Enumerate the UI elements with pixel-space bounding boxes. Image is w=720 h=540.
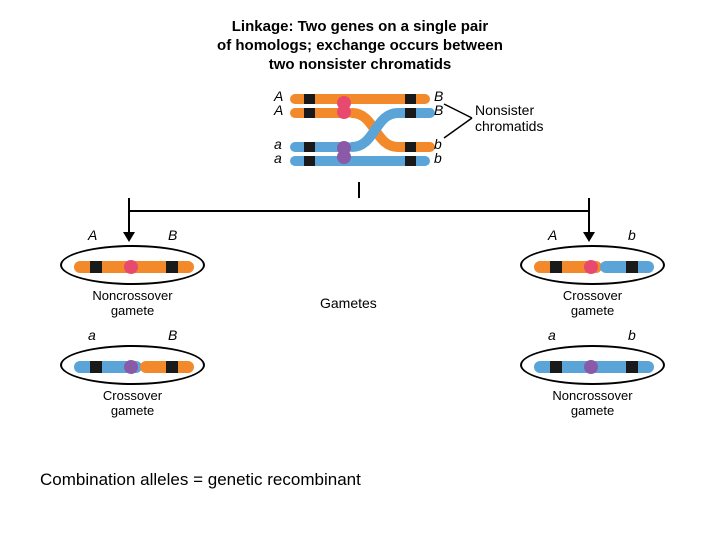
gametes-label: Gametes: [320, 295, 377, 311]
diagram-title: Linkage: Two genes on a single pair of h…: [217, 18, 503, 74]
centromere-icon: [584, 260, 598, 274]
arrow-left-line: [128, 212, 130, 234]
gene-band: [166, 361, 178, 373]
gamete-ellipse: [60, 245, 205, 285]
gene-band: [90, 261, 102, 273]
gamete-allele-left: a: [88, 327, 96, 343]
gamete-bottom-left: aBCrossovergamete: [60, 345, 205, 419]
title-line-1: Linkage: Two genes on a single pair: [217, 18, 503, 37]
gamete-allele-left: a: [548, 327, 556, 343]
centromere-icon: [124, 260, 138, 274]
gene-band: [90, 361, 102, 373]
tetrad-allele-left: a: [274, 150, 282, 166]
gene-band: [626, 361, 638, 373]
bracket-stem: [358, 182, 360, 198]
gamete-allele-left: A: [548, 227, 557, 243]
gamete-top-left: ABNoncrossovergamete: [60, 245, 205, 319]
gamete-allele-right: b: [628, 327, 636, 343]
tetrad-diagram: AAaaBBbb: [270, 88, 450, 183]
gamete-caption: Noncrossovergamete: [520, 389, 665, 419]
nonsister-line-2: chromatids: [475, 118, 543, 134]
gene-band: [626, 261, 638, 273]
title-line-3: two nonsister chromatids: [217, 56, 503, 75]
centromere-icon: [124, 360, 138, 374]
tetrad-allele-right: b: [434, 150, 442, 166]
gamete-caption: Noncrossovergamete: [60, 289, 205, 319]
gamete-bottom-right: abNoncrossovergamete: [520, 345, 665, 419]
gamete-ellipse: [520, 345, 665, 385]
arrow-right-line: [588, 212, 590, 234]
gene-band: [550, 261, 562, 273]
bottom-caption: Combination alleles = genetic recombinan…: [40, 470, 361, 490]
nonsister-chromatids-label: Nonsister chromatids: [475, 102, 543, 134]
gamete-allele-right: B: [168, 227, 177, 243]
arrow-bracket: [128, 198, 590, 212]
centromere-icon: [584, 360, 598, 374]
gamete-allele-right: b: [628, 227, 636, 243]
gene-band: [550, 361, 562, 373]
arrowhead-left-icon: [123, 232, 135, 242]
gamete-caption: Crossovergamete: [60, 389, 205, 419]
title-line-2: of homologs; exchange occurs between: [217, 37, 503, 56]
nonsister-lead-lines: [440, 98, 480, 150]
gamete-top-right: AbCrossovergamete: [520, 245, 665, 319]
gamete-ellipse: [520, 245, 665, 285]
gene-band: [166, 261, 178, 273]
arrowhead-right-icon: [583, 232, 595, 242]
tetrad-allele-left: A: [274, 102, 283, 118]
gamete-caption: Crossovergamete: [520, 289, 665, 319]
nonsister-line-1: Nonsister: [475, 102, 543, 118]
tetrad-svg: [270, 88, 450, 183]
gamete-allele-left: A: [88, 227, 97, 243]
gamete-ellipse: [60, 345, 205, 385]
gamete-allele-right: B: [168, 327, 177, 343]
